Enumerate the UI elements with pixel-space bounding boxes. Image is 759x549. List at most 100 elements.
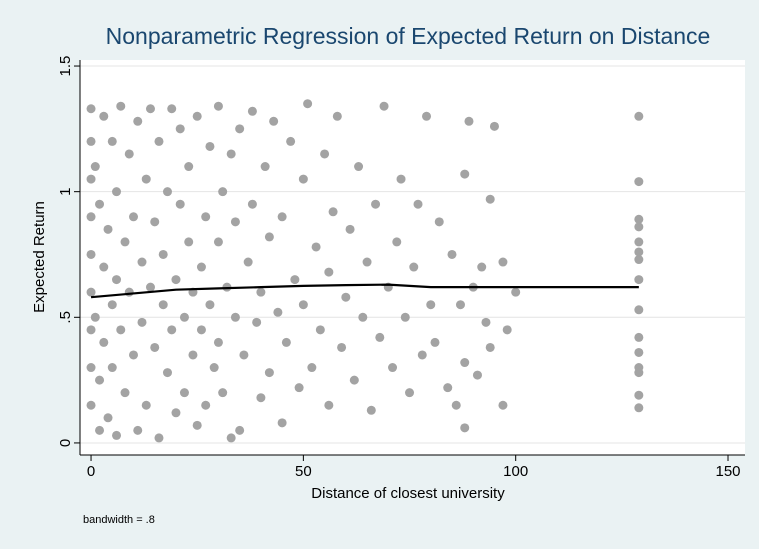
scatter-point [213, 237, 223, 247]
scatter-point [171, 275, 181, 285]
scatter-point [498, 400, 508, 410]
scatter-point [379, 101, 389, 111]
chart-title: Nonparametric Regression of Expected Ret… [106, 23, 711, 49]
scatter-point [213, 337, 223, 347]
scatter-point [472, 370, 482, 380]
scatter-point [162, 368, 172, 378]
scatter-point [137, 257, 147, 267]
scatter-point [375, 332, 385, 342]
scatter-point [273, 307, 283, 317]
scatter-point [256, 287, 266, 297]
scatter-point [184, 237, 194, 247]
scatter-point [281, 337, 291, 347]
scatter-point [481, 317, 491, 327]
scatter-point [388, 363, 398, 373]
scatter-point [209, 363, 219, 373]
scatter-point [175, 124, 185, 134]
scatter-point [634, 237, 644, 247]
scatter-point [303, 99, 313, 109]
scatter-point [167, 325, 177, 335]
scatter-point [218, 187, 228, 197]
scatter-point [107, 136, 117, 146]
scatter-point [95, 425, 105, 435]
scatter-point [196, 262, 206, 272]
scatter-point [634, 332, 644, 342]
scatter-point [205, 300, 215, 310]
scatter-point [324, 267, 334, 277]
scatter-point [315, 325, 325, 335]
scatter-point [290, 275, 300, 285]
scatter-point [162, 187, 172, 197]
scatter-point [455, 300, 465, 310]
scatter-point [422, 111, 432, 121]
scatter-point [86, 136, 96, 146]
scatter-point [460, 358, 470, 368]
scatter-point [86, 287, 96, 297]
scatter-point [392, 237, 402, 247]
scatter-point [99, 111, 109, 121]
scatter-point [90, 312, 100, 322]
y-axis-label: Expected Return [31, 201, 48, 313]
scatter-point [256, 393, 266, 403]
scatter-point [86, 212, 96, 222]
scatter-point [145, 104, 155, 114]
scatter-point [400, 312, 410, 322]
scatter-point [349, 375, 359, 385]
scatter-point [286, 136, 296, 146]
scatter-point [247, 106, 257, 116]
scatter-point [277, 418, 287, 428]
scatter-point [201, 212, 211, 222]
scatter-point [120, 388, 130, 398]
regression-line [90, 283, 639, 299]
scatter-point [158, 249, 168, 259]
scatter-point [235, 124, 245, 134]
scatter-point [345, 224, 355, 234]
scatter-point [634, 275, 644, 285]
scatter-point [226, 433, 236, 443]
scatter-point [179, 312, 189, 322]
scatter-point [634, 247, 644, 257]
scatter-point [489, 121, 499, 131]
scatter-point [129, 212, 139, 222]
scatter-point [260, 162, 270, 172]
scatter-point [175, 199, 185, 209]
scatter-point [120, 237, 130, 247]
scatter-point [324, 400, 334, 410]
scatter-point [226, 149, 236, 159]
scatter-point [86, 174, 96, 184]
scatter-point [413, 199, 423, 209]
scatter-point [396, 174, 406, 184]
scatter-point [107, 363, 117, 373]
scatter-point [371, 199, 381, 209]
scatter-point [86, 363, 96, 373]
scatter-point [107, 300, 117, 310]
scatter-point [417, 350, 427, 360]
scatter-point [311, 242, 321, 252]
scatter-point [511, 287, 521, 297]
y-tick-label: .5 [57, 311, 74, 324]
scatter-point [150, 342, 160, 352]
x-tick-label: 150 [715, 463, 740, 480]
scatter-point [116, 325, 126, 335]
scatter-point [116, 101, 126, 111]
scatter-point [337, 342, 347, 352]
scatter-point [409, 262, 419, 272]
plot-area [80, 60, 745, 455]
scatter-point [154, 433, 164, 443]
scatter-point [320, 149, 330, 159]
scatter-point [460, 169, 470, 179]
scatter-point [634, 368, 644, 378]
scatter-point [634, 403, 644, 413]
scatter-point [451, 400, 461, 410]
scatter-point [366, 405, 376, 415]
scatter-point [205, 141, 215, 151]
scatter-point [405, 388, 415, 398]
scatter-point [434, 217, 444, 227]
scatter-point [358, 312, 368, 322]
scatter-point [430, 337, 440, 347]
x-axis-label: Distance of closest university [311, 485, 505, 502]
scatter-point [230, 312, 240, 322]
scatter-point [477, 262, 487, 272]
scatter-point [137, 317, 147, 327]
